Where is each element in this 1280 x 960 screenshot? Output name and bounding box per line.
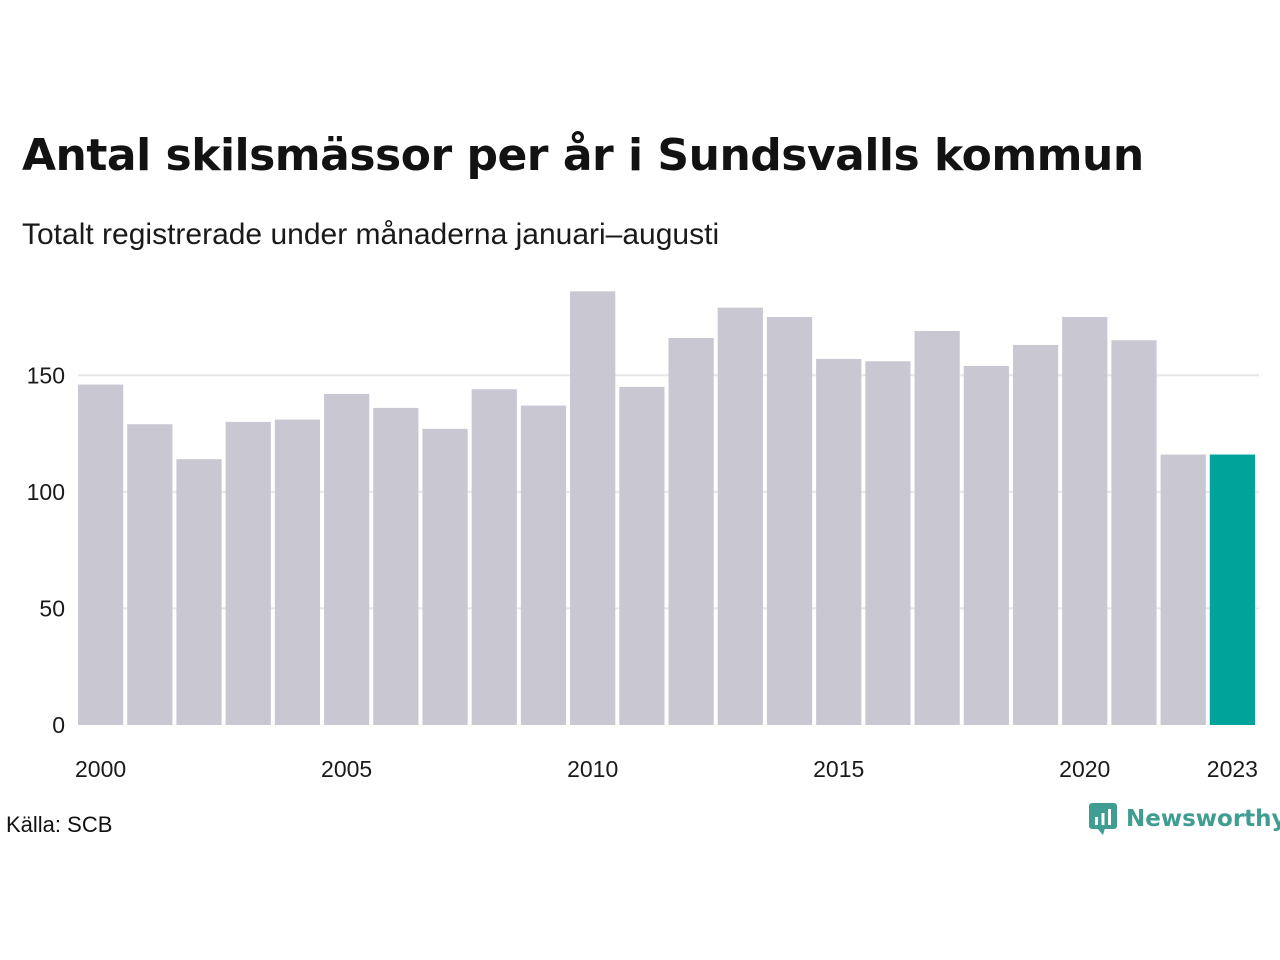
bar-2015	[816, 358, 862, 725]
x-tick-label-2020: 2020	[1059, 756, 1110, 782]
bar-layer	[78, 291, 1255, 725]
bar-2003	[225, 421, 271, 725]
bar-2000	[78, 384, 124, 725]
bar-2005	[324, 393, 370, 725]
source-note: Källa: SCB	[6, 812, 113, 837]
x-tick-label-2015: 2015	[813, 756, 864, 782]
brand-name: Newsworthy	[1126, 806, 1280, 832]
bar-2010	[570, 291, 616, 725]
y-tick-label-0: 0	[52, 712, 65, 738]
chart-title: Antal skilsmässor per år i Sundsvalls ko…	[22, 130, 1144, 181]
bar-2011	[619, 386, 665, 725]
bar-2006	[373, 407, 419, 725]
label-layer: 0 50 100 150 2000 2005 2010 2015 2020 2023	[27, 362, 1258, 782]
bar-2014	[766, 316, 813, 725]
bar-chart: 0 50 100 150 2000 2005 2010 2015 2020 2023	[27, 291, 1259, 782]
bar-2004	[274, 419, 321, 725]
x-tick-label-2023: 2023	[1207, 756, 1258, 782]
bar-2023	[1209, 454, 1255, 725]
bar-2021	[1111, 340, 1157, 725]
brand-logo: Newsworthy	[1088, 802, 1280, 836]
x-tick-label-2005: 2005	[321, 756, 372, 782]
bar-2012	[668, 337, 714, 725]
bar-2018	[963, 365, 1009, 725]
bar-2009	[520, 405, 567, 725]
newsworthy-logo-icon	[1089, 803, 1117, 835]
y-tick-label-50: 50	[39, 595, 65, 621]
x-tick-label-2010: 2010	[567, 756, 618, 782]
bar-2016	[865, 361, 911, 725]
bar-2019	[1012, 344, 1059, 725]
chart-subtitle: Totalt registrerade under månaderna janu…	[22, 218, 720, 251]
bar-2013	[717, 307, 763, 725]
bar-2002	[176, 459, 222, 725]
x-tick-label-2000: 2000	[75, 756, 126, 782]
bar-2008	[471, 389, 517, 725]
y-tick-label-100: 100	[27, 479, 65, 505]
bar-2020	[1062, 316, 1108, 725]
y-tick-label-150: 150	[27, 362, 65, 388]
bar-2001	[127, 424, 173, 725]
bar-2022	[1160, 454, 1206, 725]
bar-2007	[422, 428, 468, 725]
bar-2017	[914, 330, 960, 725]
